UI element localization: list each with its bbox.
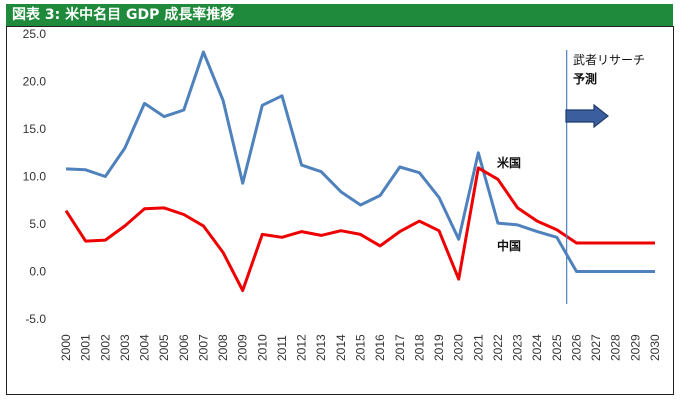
y-axis: 25.0 20.0 15.0 10.0 5.0 0.0 -5.0 (23, 27, 47, 326)
x-tick-label: 2027 (589, 334, 603, 361)
x-tick-label: 2017 (393, 334, 407, 361)
x-tick-label: 2006 (177, 334, 191, 361)
x-tick-label: 2004 (138, 334, 152, 361)
x-tick-label: 2020 (452, 334, 466, 361)
us-series-label: 米国 (497, 155, 521, 170)
x-tick-label: 2002 (98, 334, 112, 361)
y-tick-label: 15.0 (23, 122, 47, 136)
x-tick-label: 2028 (609, 334, 623, 361)
x-tick-label: 2008 (216, 334, 230, 361)
x-tick-label: 2024 (530, 334, 544, 361)
y-tick-label: 10.0 (23, 170, 47, 184)
series-line-us (64, 166, 655, 292)
y-tick-label: 0.0 (29, 265, 46, 279)
x-tick-label: 2021 (471, 334, 485, 361)
forecast-arrow-icon (565, 103, 609, 129)
y-tick-label: 25.0 (23, 27, 47, 41)
forecast-label-sub: 予測 (573, 71, 597, 86)
forecast-label: 武者リサーチ (573, 53, 645, 67)
x-tick-label: 2010 (255, 334, 269, 361)
x-tick-label: 2022 (491, 334, 505, 361)
x-tick-label: 2029 (628, 334, 642, 361)
x-tick-label: 2003 (118, 334, 132, 361)
series-line-china (65, 50, 655, 273)
x-tick-label: 2005 (157, 334, 171, 361)
series-lines (64, 50, 655, 292)
x-tick-label: 2023 (511, 334, 525, 361)
x-tick-label: 2026 (569, 334, 583, 361)
x-tick-label: 2009 (236, 334, 250, 361)
x-tick-label: 2030 (648, 334, 662, 361)
x-tick-label: 2001 (79, 334, 93, 361)
figure-title: 図表 3: 米中名目 GDP 成長率推移 (6, 4, 673, 26)
x-tick-label: 2007 (196, 334, 210, 361)
x-tick-label: 2000 (59, 334, 73, 361)
x-tick-label: 2018 (412, 334, 426, 361)
y-tick-label: -5.0 (25, 312, 46, 326)
x-tick-label: 2013 (314, 334, 328, 361)
x-tick-label: 2025 (550, 334, 564, 361)
x-tick-label: 2012 (295, 334, 309, 361)
x-tick-label: 2015 (354, 334, 368, 361)
x-tick-label: 2019 (432, 334, 446, 361)
china-series-label: 中国 (497, 238, 521, 253)
figure-border (6, 26, 674, 395)
x-tick-label: 2014 (334, 334, 348, 361)
y-tick-label: 20.0 (23, 75, 47, 89)
y-tick-label: 5.0 (29, 217, 46, 231)
x-tick-label: 2016 (373, 334, 387, 361)
x-axis: 2000 2001 2002 2003 2004 2005 2006 2007 2008 2009… (59, 334, 662, 361)
x-tick-label: 2011 (275, 335, 289, 361)
